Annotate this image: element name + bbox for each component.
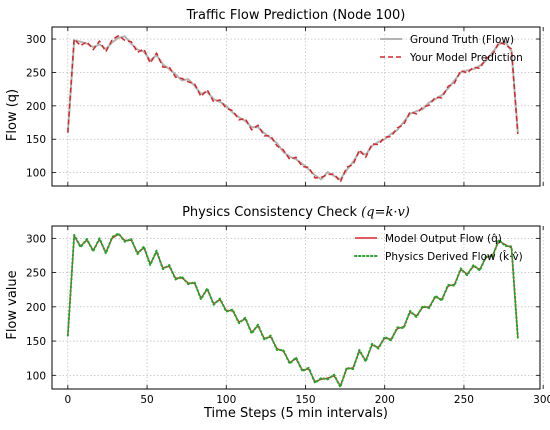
panel-2-title: Physics Consistency Check (q=k·v)	[182, 205, 410, 220]
x-tick-label: 150	[295, 394, 315, 406]
x-tick-label: 200	[375, 394, 395, 406]
panel-2-frame	[51, 225, 541, 390]
y-tick-label: 100	[26, 168, 46, 180]
panel-1-frame	[51, 26, 541, 187]
y-tick-label: 200	[26, 101, 46, 113]
legend-label-1: Model Output Flow (q̂)	[385, 233, 502, 245]
x-tick-label: 100	[216, 394, 236, 406]
series-line-2	[66, 232, 519, 388]
panel-2-ylabel: Flow value	[5, 270, 20, 339]
y-tick-label: 100	[26, 370, 46, 382]
series-line-2	[67, 34, 519, 183]
legend-label-2: Your Model Prediction	[409, 52, 523, 64]
physics-consistency-panel: Physics Consistency Check (q=k·v) Flow v…	[5, 205, 550, 421]
legend-label-1: Ground Truth (Flow)	[410, 34, 514, 46]
legend-label-2: Physics Derived Flow (k̂·v̂)	[385, 250, 523, 263]
x-tick-label: 300	[533, 394, 550, 406]
y-tick-label: 250	[26, 268, 46, 280]
panel-1-title: Traffic Flow Prediction (Node 100)	[186, 8, 406, 23]
panel-1-legend: Ground Truth (Flow) Your Model Prediction	[380, 34, 523, 64]
y-tick-label: 300	[26, 34, 46, 46]
panel-2-xlabel: Time Steps (5 min intervals)	[203, 406, 388, 421]
traffic-flow-prediction-panel: Traffic Flow Prediction (Node 100) Flow …	[5, 8, 544, 187]
x-tick-label: 50	[140, 394, 153, 406]
panel-1-ylabel: Flow (q)	[5, 89, 20, 141]
y-tick-label: 150	[26, 134, 46, 146]
panel-2-legend: Model Output Flow (q̂) Physics Derived Fl…	[354, 233, 523, 263]
x-tick-label: 0	[65, 394, 72, 406]
y-tick-label: 300	[26, 233, 46, 245]
y-tick-label: 150	[26, 336, 46, 348]
y-tick-label: 200	[26, 302, 46, 314]
y-tick-label: 250	[26, 67, 46, 79]
x-tick-label: 250	[454, 394, 474, 406]
